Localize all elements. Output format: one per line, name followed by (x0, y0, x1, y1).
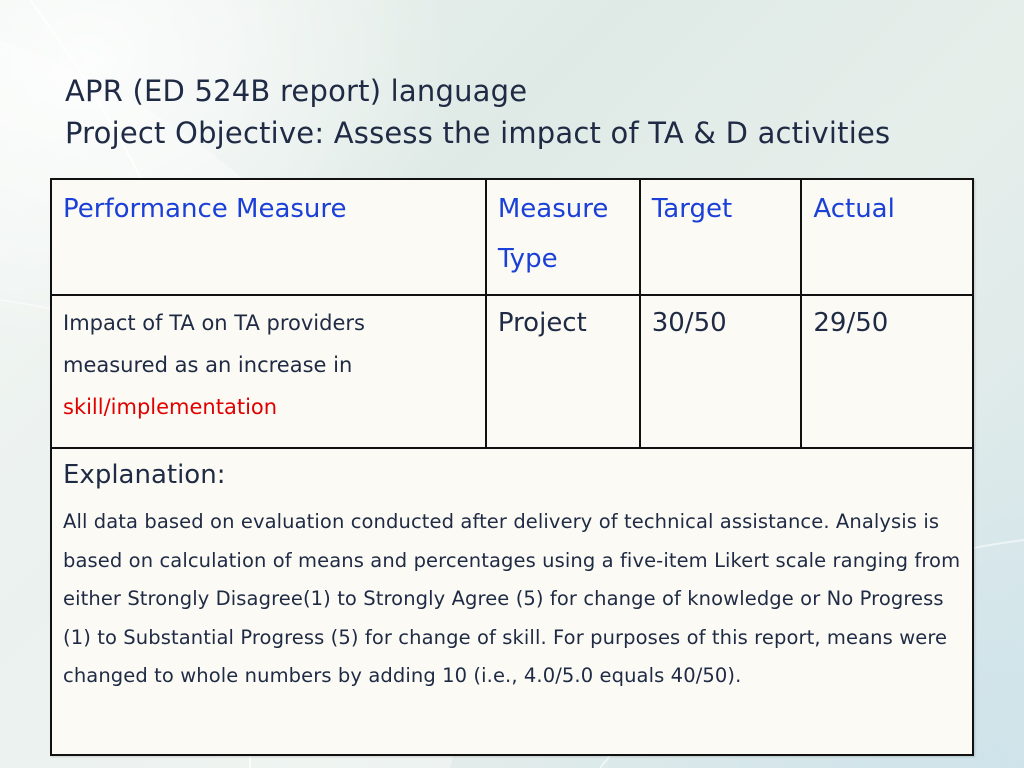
header-target: Target (651, 194, 733, 224)
cell-performance-measure: Impact of TA on TA providers measured as… (50, 294, 487, 449)
cell-target: 30/50 (638, 294, 803, 449)
performance-measure-description: Impact of TA on TA providers measured as… (63, 311, 365, 377)
header-cell-target: Target (638, 178, 803, 296)
cell-measure-type: Project (484, 294, 641, 449)
header-measure-type: Measure Type (497, 194, 609, 274)
table-header-row: Performance Measure Measure Type Target … (50, 178, 974, 296)
performance-table: Performance Measure Measure Type Target … (50, 178, 974, 756)
explanation-cell: Explanation: All data based on evaluatio… (50, 447, 974, 756)
performance-measure-text: Impact of TA on TA providers measured as… (63, 302, 475, 428)
measure-type-value: Project (497, 308, 587, 338)
header-performance-measure: Performance Measure (63, 194, 347, 224)
title-line-2: Project Objective: Assess the impact of … (65, 116, 891, 150)
target-value: 30/50 (651, 308, 727, 338)
actual-value: 29/50 (813, 308, 889, 338)
title-line-1: APR (ED 524B report) language (65, 74, 528, 108)
header-cell-measure-type: Measure Type (484, 178, 641, 296)
cell-actual: 29/50 (800, 294, 974, 449)
explanation-title: Explanation: (63, 460, 226, 490)
explanation-row: Explanation: All data based on evaluatio… (50, 447, 974, 756)
table-row: Impact of TA on TA providers measured as… (50, 294, 974, 449)
explanation-body: All data based on evaluation conducted a… (63, 510, 961, 687)
performance-measure-highlight: skill/implementation (63, 395, 278, 419)
header-cell-performance-measure: Performance Measure (50, 178, 487, 296)
header-actual: Actual (813, 194, 895, 224)
slide-title: APR (ED 524B report) language Project Ob… (65, 70, 890, 154)
header-cell-actual: Actual (800, 178, 974, 296)
